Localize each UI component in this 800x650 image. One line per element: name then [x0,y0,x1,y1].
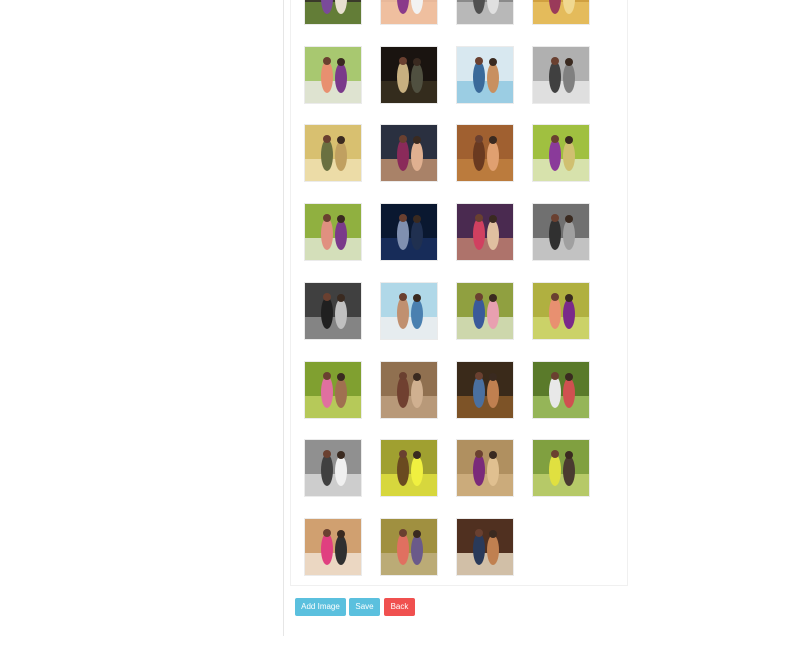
photo-icon [305,362,361,418]
gallery-thumbnail[interactable] [532,203,590,261]
photo-icon [381,125,437,181]
photo-icon [457,283,513,339]
photo-icon [381,519,437,575]
photo-icon [305,204,361,260]
gallery-thumbnail[interactable] [380,124,438,182]
gallery-thumbnail[interactable] [532,361,590,419]
photo-icon [457,204,513,260]
photo-icon [457,47,513,103]
gallery-thumbnail[interactable] [532,282,590,340]
gallery-thumbnail[interactable] [380,361,438,419]
photo-icon [533,440,589,496]
gallery-thumbnail[interactable] [532,124,590,182]
photo-icon [533,283,589,339]
save-button[interactable]: Save [349,598,380,616]
photo-icon [305,519,361,575]
gallery-thumbnail[interactable] [380,46,438,104]
gallery-thumbnail[interactable] [304,282,362,340]
gallery-thumbnail[interactable] [456,0,514,25]
gallery-thumbnail[interactable] [380,0,438,25]
photo-icon [457,440,513,496]
gallery-thumbnail[interactable] [532,0,590,25]
photo-icon [305,283,361,339]
photo-icon [533,125,589,181]
gallery-thumbnail[interactable] [380,439,438,497]
gallery-thumbnail[interactable] [304,439,362,497]
photo-icon [381,0,437,24]
gallery-thumbnail[interactable] [456,439,514,497]
photo-icon [457,0,513,24]
gallery-thumbnail[interactable] [456,124,514,182]
gallery-thumbnail[interactable] [532,46,590,104]
photo-icon [381,204,437,260]
gallery-thumbnail[interactable] [304,518,362,576]
photo-icon [305,0,361,24]
photo-icon [381,283,437,339]
photo-icon [457,519,513,575]
photo-icon [533,362,589,418]
gallery-thumbnail[interactable] [456,282,514,340]
photo-icon [381,47,437,103]
gallery-thumbnail[interactable] [380,282,438,340]
back-button[interactable]: Back [384,598,415,616]
gallery-thumbnail[interactable] [304,0,362,25]
photo-icon [533,204,589,260]
photo-icon [305,125,361,181]
gallery-thumbnail[interactable] [456,361,514,419]
gallery-thumbnail[interactable] [304,203,362,261]
content-divider [283,0,284,636]
gallery-thumbnail[interactable] [456,518,514,576]
gallery-thumbnail[interactable] [380,518,438,576]
photo-icon [457,362,513,418]
gallery-thumbnail[interactable] [304,124,362,182]
gallery-thumbnail[interactable] [532,439,590,497]
add-image-button[interactable]: Add Image [295,598,346,616]
photo-icon [381,362,437,418]
gallery-thumbnail[interactable] [304,46,362,104]
gallery-thumbnail[interactable] [380,203,438,261]
photo-icon [305,47,361,103]
photo-icon [305,440,361,496]
gallery-thumbnail[interactable] [456,46,514,104]
gallery-thumbnail[interactable] [456,203,514,261]
photo-icon [533,47,589,103]
photo-icon [457,125,513,181]
photo-icon [381,440,437,496]
gallery-thumbnail[interactable] [304,361,362,419]
photo-icon [533,0,589,24]
